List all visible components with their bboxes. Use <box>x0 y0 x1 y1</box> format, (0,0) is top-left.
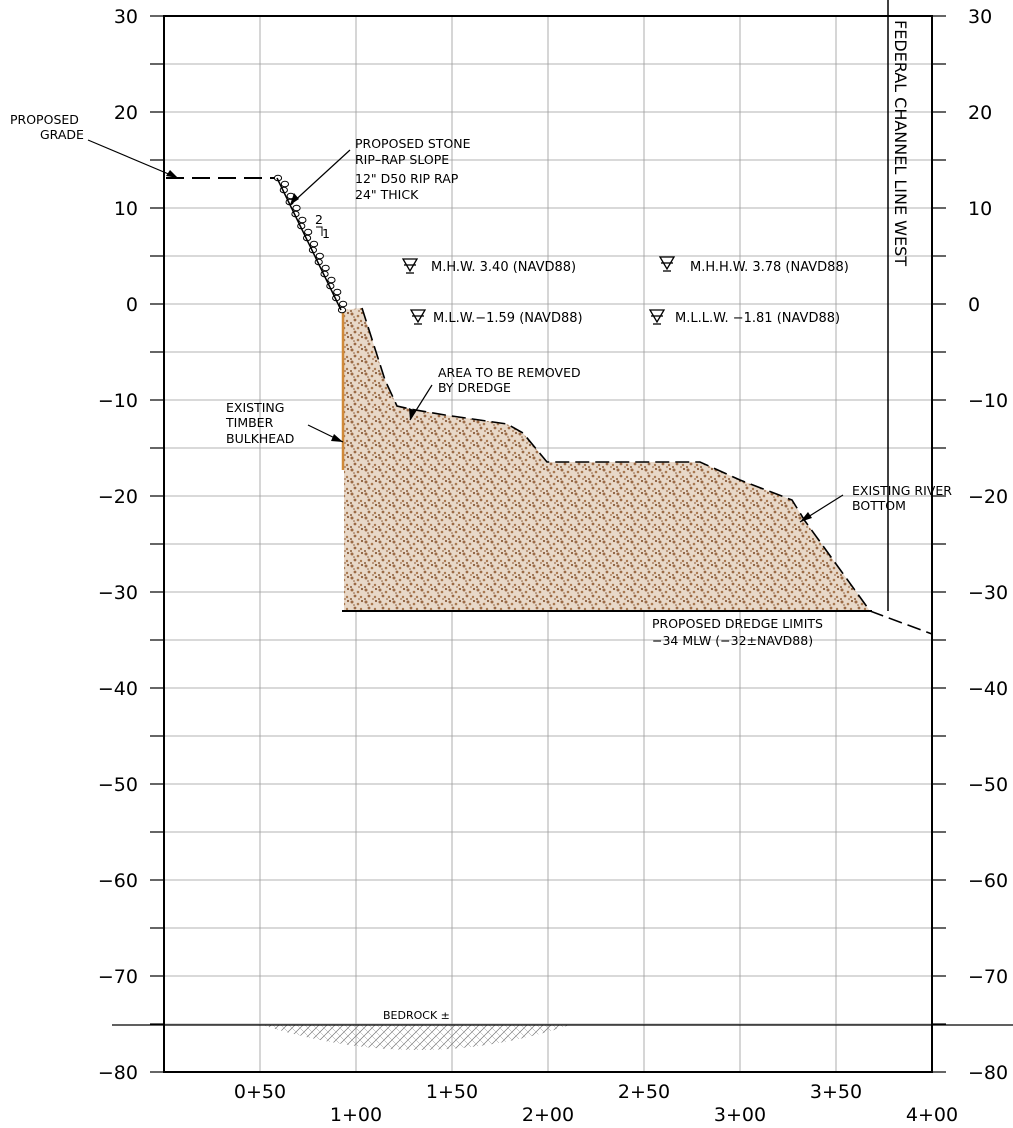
mhhw-symbol <box>658 256 676 272</box>
mlw-label: M.L.W.−1.59 (NAVD88) <box>433 311 583 326</box>
slope-symbol <box>316 226 323 236</box>
dredge-limits-label-1: PROPOSED DREDGE LIMITS <box>652 616 823 631</box>
riprap-stone <box>309 240 319 248</box>
riprap-stone <box>327 276 336 284</box>
slope-run-label: 1 <box>322 226 330 241</box>
station-label-upper: 1+50 <box>426 1081 478 1103</box>
existing-river-bottom <box>361 307 933 635</box>
dredge-limits-label-2: −34 MLW (−32±NAVD88) <box>652 633 813 648</box>
elevation-axis-right: 30 20 10 0 −10 −20 −30 −40 −50 −60 −70 −80 <box>968 6 1008 1084</box>
elevation-tick-label-right: 20 <box>968 102 992 124</box>
area-removed-label-1: AREA TO BE REMOVED <box>438 365 581 380</box>
riprap-slope-line <box>276 177 342 311</box>
riprap-stone <box>304 228 313 236</box>
elevation-tick-label-left: 0 <box>126 294 138 316</box>
river-bottom-label-2: BOTTOM <box>852 498 906 513</box>
mhhw-label: M.H.H.W. 3.78 (NAVD88) <box>690 260 849 275</box>
elevation-tick-label-left: −40 <box>98 678 138 700</box>
elevation-tick-label-right: −30 <box>968 582 1008 604</box>
riprap-stone <box>280 180 290 188</box>
station-axis: 0+50 1+50 2+50 3+50 1+00 2+00 3+00 4+00 <box>234 1081 958 1126</box>
elevation-tick-label-right: 0 <box>968 294 980 316</box>
slope-rise-label: 2 <box>315 212 323 227</box>
elevation-tick-label-right: 10 <box>968 198 992 220</box>
elevation-tick-label-left: −50 <box>98 774 138 796</box>
station-label-lower: 1+00 <box>330 1104 382 1126</box>
bedrock-label: BEDROCK ± <box>383 1009 450 1022</box>
elevation-tick-label-right: −80 <box>968 1062 1008 1084</box>
riprap-label-2: RIP–RAP SLOPE <box>355 152 449 167</box>
elevation-tick-label-left: 20 <box>114 102 138 124</box>
elevation-tick-label-right: −10 <box>968 390 1008 412</box>
bulkhead-label-2: TIMBER <box>225 415 274 430</box>
proposed-grade-label-1: PROPOSED <box>10 112 79 127</box>
river-bottom-label-1: EXISTING RIVER <box>852 483 952 498</box>
riprap-stone <box>321 264 330 272</box>
riprap-slope <box>273 174 348 314</box>
station-label-upper: 2+50 <box>618 1081 670 1103</box>
riprap-stone <box>292 204 301 212</box>
riprap-label-3: 12" D50 RIP RAP <box>355 171 459 186</box>
elevation-tick-label-right: −40 <box>968 678 1008 700</box>
elevation-tick-label-left: −80 <box>98 1062 138 1084</box>
station-label-lower: 4+00 <box>906 1104 958 1126</box>
elevation-tick-label-right: −70 <box>968 966 1008 988</box>
station-label-upper: 0+50 <box>234 1081 286 1103</box>
mllw-symbol <box>648 309 666 325</box>
riprap-label-4: 24" THICK <box>355 187 419 202</box>
elevation-tick-label-right: 30 <box>968 6 992 28</box>
elevation-tick-label-left: −30 <box>98 582 138 604</box>
riprap-stone <box>298 216 307 224</box>
riprap-label-1: PROPOSED STONE <box>355 136 471 151</box>
elevation-tick-label-left: 30 <box>114 6 138 28</box>
water-level-symbols <box>401 256 676 325</box>
station-label-lower: 3+00 <box>714 1104 766 1126</box>
elevation-tick-label-right: −60 <box>968 870 1008 892</box>
elevation-tick-label-left: −60 <box>98 870 138 892</box>
leader-arrowheads <box>166 170 812 522</box>
mhw-label: M.H.W. 3.40 (NAVD88) <box>431 260 576 275</box>
elevation-axis-left: 30 20 10 0 −10 −20 −30 −40 −50 −60 −70 −80 <box>98 6 138 1084</box>
bulkhead-label-3: BULKHEAD <box>226 431 294 446</box>
elevation-tick-label-left: −20 <box>98 486 138 508</box>
elevation-tick-label-left: 10 <box>114 198 138 220</box>
drawing-frame <box>163 15 933 1073</box>
proposed-grade-label-2: GRADE <box>40 127 84 142</box>
area-removed-label-2: BY DREDGE <box>438 380 511 395</box>
bedrock-hatch <box>262 1025 570 1050</box>
mlw-symbol <box>409 309 427 325</box>
elevation-tick-label-right: −20 <box>968 486 1008 508</box>
station-label-upper: 3+50 <box>810 1081 862 1103</box>
riprap-stone <box>315 252 324 260</box>
elevation-tick-label-left: −10 <box>98 390 138 412</box>
elevation-tick-label-left: −70 <box>98 966 138 988</box>
federal-channel-line-label: FEDERAL CHANNEL LINE WEST <box>891 20 910 266</box>
dredge-area <box>344 308 870 611</box>
elevation-tick-label-right: −50 <box>968 774 1008 796</box>
riprap-stone <box>333 288 342 296</box>
riprap-stone <box>338 300 348 308</box>
station-label-lower: 2+00 <box>522 1104 574 1126</box>
bulkhead-label-1: EXISTING <box>226 400 284 415</box>
mllw-label: M.L.L.W. −1.81 (NAVD88) <box>675 311 840 326</box>
mhw-symbol <box>401 258 419 274</box>
